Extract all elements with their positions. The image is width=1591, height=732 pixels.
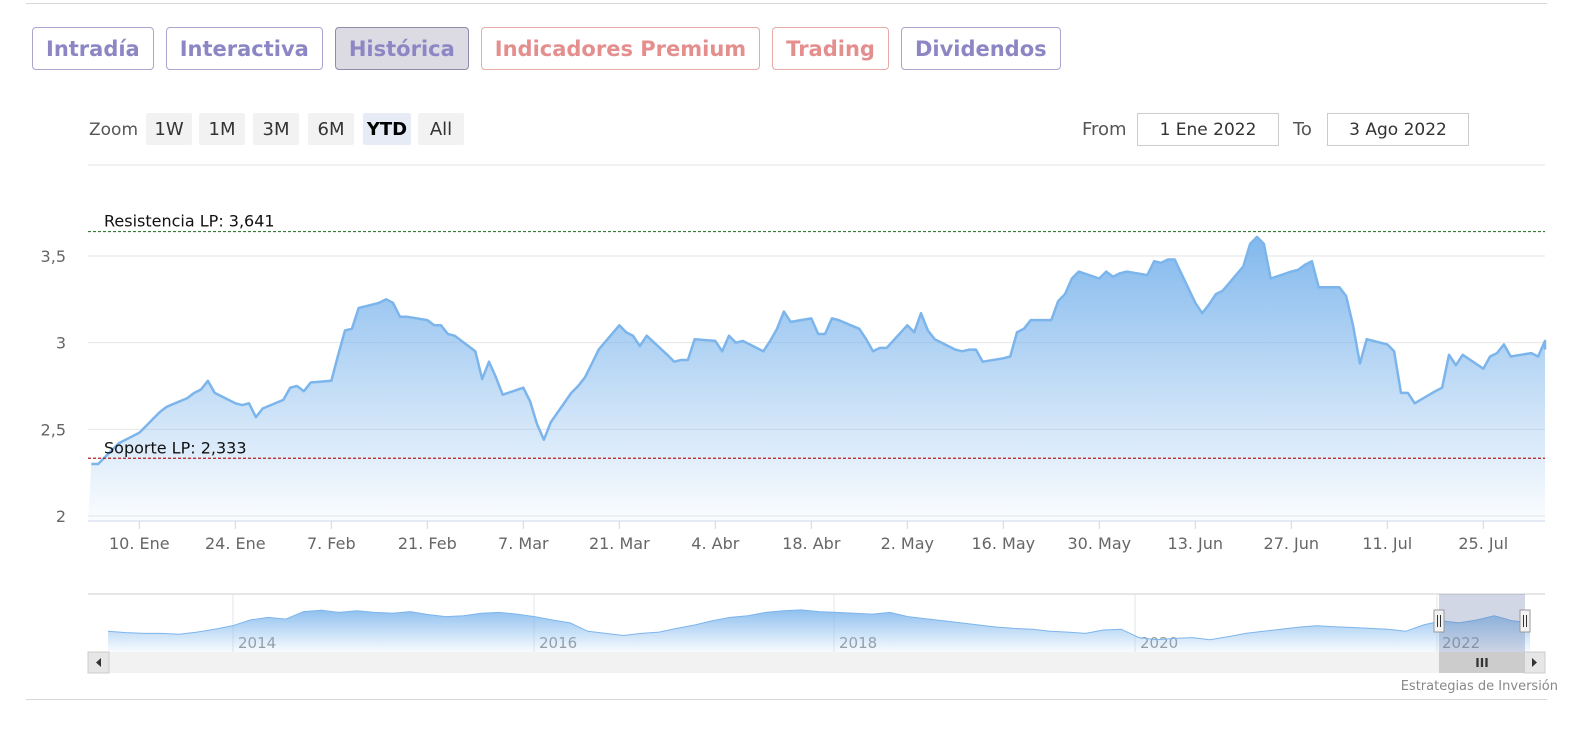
x-tick-label: 7. Mar: [498, 534, 549, 553]
navigator-selection: [1439, 594, 1525, 652]
navigator-right-handle[interactable]: [1519, 609, 1531, 633]
x-tick-label: 7. Feb: [307, 534, 356, 553]
bottom-divider: [26, 699, 1547, 700]
zoom-button-ytd[interactable]: YTD: [363, 113, 411, 145]
x-tick-label: 13. Jun: [1168, 534, 1224, 553]
zoom-button-1w[interactable]: 1W: [146, 113, 192, 145]
y-tick-label: 3: [56, 334, 66, 353]
to-date-input[interactable]: 3 Ago 2022: [1327, 113, 1469, 146]
top-divider: [26, 3, 1547, 4]
chart-tabs: Intradía Interactiva Histórica Indicadores …: [32, 27, 1061, 72]
to-label: To: [1293, 119, 1312, 140]
from-label: From: [1082, 119, 1127, 140]
y-tick-label: 2,5: [41, 420, 66, 439]
chart-credit[interactable]: Estrategias de Inversión: [1400, 679, 1558, 694]
zoom-button-1m[interactable]: 1M: [199, 113, 245, 145]
x-tick-label: 21. Feb: [398, 534, 457, 553]
navigator-line: [107, 609, 1531, 641]
tab-dividendos[interactable]: Dividendos: [900, 27, 1061, 70]
navigator-area: [108, 609, 1530, 652]
tab-trading[interactable]: Trading: [772, 27, 889, 70]
price-area: [88, 236, 1545, 521]
arrow-left-icon: [96, 658, 101, 667]
zoom-button-3m[interactable]: 3M: [253, 113, 299, 145]
x-tick-label: 11. Jul: [1362, 534, 1412, 553]
price-line: [91, 235, 1547, 466]
x-tick-label: 21. Mar: [589, 534, 650, 553]
support-label: Soporte LP: 2,333: [104, 438, 247, 457]
x-tick-label: 10. Ene: [109, 534, 170, 553]
zoom-label: Zoom: [89, 120, 139, 140]
x-tick-label: 4. Abr: [691, 534, 739, 553]
tab-intradía[interactable]: Intradía: [32, 27, 154, 70]
x-tick-label: 18. Abr: [782, 534, 841, 553]
navigator-left-handle[interactable]: [1433, 609, 1445, 633]
x-tick-label: 24. Ene: [205, 534, 266, 553]
zoom-button-6m[interactable]: 6M: [308, 113, 354, 145]
scrollbar-thumb[interactable]: [1439, 652, 1525, 673]
x-tick-label: 2. May: [881, 534, 934, 553]
x-tick-label: 25. Jul: [1458, 534, 1508, 553]
tab-interactiva[interactable]: Interactiva: [165, 27, 323, 70]
x-tick-label: 16. May: [971, 534, 1035, 553]
x-tick-label: 30. May: [1067, 534, 1131, 553]
scrollbar-track[interactable]: [88, 652, 1545, 673]
from-date-input[interactable]: 1 Ene 2022: [1137, 113, 1279, 146]
tab-histórica[interactable]: Histórica: [334, 27, 469, 70]
y-tick-label: 3,5: [41, 247, 66, 266]
x-tick-label: 27. Jun: [1264, 534, 1320, 553]
scrollbar-grip: III: [1475, 656, 1488, 670]
resistance-label: Resistencia LP: 3,641: [104, 212, 275, 231]
arrow-right-icon: [1532, 658, 1537, 667]
zoom-button-all[interactable]: All: [418, 113, 464, 145]
tab-indicadores-premium[interactable]: Indicadores Premium: [480, 27, 761, 70]
y-tick-label: 2: [56, 507, 66, 526]
